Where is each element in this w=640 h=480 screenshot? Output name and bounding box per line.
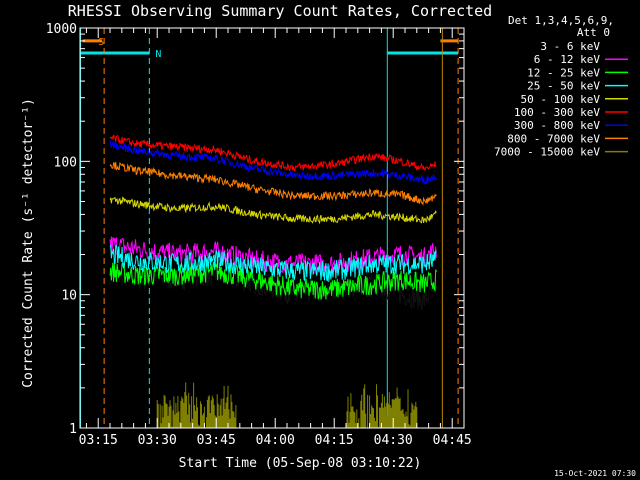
y-tick-label-3: 1000 xyxy=(46,22,77,37)
legend-label-6: 300 - 800 keV xyxy=(514,119,600,132)
legend-label-8: 7000 - 15000 keV xyxy=(494,146,600,159)
chart-axes: 1 10 100 1000 03:15 03:30 03:45 04:00 04:15 04:30… xyxy=(46,22,472,448)
chart-marks: SN xyxy=(80,28,459,428)
legend-label-2: 12 - 25 keV xyxy=(527,66,600,79)
legend-label-7: 800 - 7000 keV xyxy=(507,132,600,145)
series-2-trace xyxy=(109,260,437,300)
flag-label-n: N xyxy=(155,49,161,60)
x-tick-label-3: 04:00 xyxy=(256,433,295,448)
chart-title: RHESSI Observing Summary Count Rates, Co… xyxy=(68,2,492,20)
legend-label-0: 3 - 6 keV xyxy=(540,40,600,53)
series-5-trace xyxy=(109,134,437,172)
legend-header-line2: Att 0 xyxy=(577,26,610,39)
series-6-trace xyxy=(109,140,437,186)
legend-header-line1: Det 1,3,4,5,6,9, xyxy=(508,14,614,27)
x-tick-label-4: 04:15 xyxy=(315,433,354,448)
series-4-trace xyxy=(109,196,437,225)
x-tick-label-5: 04:30 xyxy=(374,433,413,448)
legend-label-1: 6 - 12 keV xyxy=(534,53,601,66)
series-3-trace xyxy=(109,244,437,282)
series-7-trace xyxy=(109,161,437,207)
flag-label-s: S xyxy=(98,37,104,48)
y-tick-label-1: 10 xyxy=(61,289,77,304)
x-tick-label-1: 03:30 xyxy=(138,433,177,448)
legend-label-4: 50 - 100 keV xyxy=(521,93,601,106)
y-tick-label-2: 100 xyxy=(54,155,77,170)
y-axis-label: Corrected Count Rate (s⁻¹ detector⁻¹) xyxy=(21,98,36,388)
timestamp: 15-Oct-2021 07:30 xyxy=(554,469,636,478)
x-tick-label-6: 04:45 xyxy=(433,433,472,448)
x-tick-label-0: 03:15 xyxy=(79,433,118,448)
legend-label-3: 25 - 50 keV xyxy=(527,80,600,93)
y-tick-label-0: 1 xyxy=(69,422,77,437)
plot-frame xyxy=(79,27,465,429)
x-axis-label: Start Time (05-Sep-08 03:10:22) xyxy=(179,456,422,471)
legend-label-5: 100 - 300 keV xyxy=(514,106,600,119)
x-tick-label-2: 03:45 xyxy=(197,433,236,448)
